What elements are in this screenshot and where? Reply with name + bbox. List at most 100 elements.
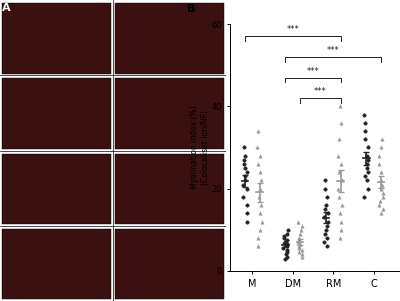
Point — [336, 211, 343, 216]
Point — [324, 219, 331, 224]
Point — [322, 203, 329, 207]
Point — [377, 178, 384, 183]
Point — [380, 207, 386, 212]
Point — [284, 242, 290, 247]
Point — [284, 248, 290, 253]
Point — [244, 219, 250, 224]
Point — [336, 137, 342, 142]
Point — [284, 227, 291, 232]
Point — [361, 194, 368, 199]
Point — [364, 166, 370, 170]
Point — [297, 231, 303, 236]
Point — [337, 236, 343, 240]
Point — [322, 207, 328, 212]
Point — [284, 231, 290, 236]
FancyBboxPatch shape — [115, 229, 224, 299]
Point — [322, 178, 328, 183]
Point — [322, 231, 328, 236]
Point — [284, 244, 290, 249]
Point — [258, 178, 264, 183]
Text: B: B — [188, 4, 196, 14]
Point — [255, 129, 262, 133]
Point — [296, 236, 303, 240]
Point — [338, 162, 344, 166]
Point — [296, 238, 302, 243]
Point — [321, 240, 327, 244]
Point — [242, 153, 248, 158]
Point — [336, 170, 342, 175]
Point — [376, 153, 382, 158]
Point — [361, 112, 368, 117]
Point — [284, 250, 290, 255]
Point — [256, 153, 263, 158]
Point — [282, 256, 288, 261]
Point — [377, 199, 384, 203]
Point — [283, 254, 290, 259]
Point — [324, 211, 331, 216]
Point — [365, 186, 372, 191]
Point — [294, 219, 301, 224]
Point — [242, 166, 249, 170]
Point — [244, 211, 250, 216]
Point — [338, 227, 344, 232]
Point — [254, 162, 261, 166]
Point — [299, 248, 306, 253]
Point — [338, 219, 344, 224]
Point — [362, 120, 368, 125]
Point — [376, 162, 383, 166]
Point — [321, 215, 327, 220]
FancyBboxPatch shape — [115, 3, 224, 74]
Point — [295, 240, 302, 244]
Text: ***: *** — [314, 87, 327, 96]
Point — [335, 153, 341, 158]
Point — [322, 186, 329, 191]
Point — [281, 234, 288, 238]
Point — [244, 186, 250, 191]
Point — [380, 194, 386, 199]
Point — [379, 182, 385, 187]
Point — [324, 194, 330, 199]
Text: ***: *** — [307, 67, 319, 76]
Point — [299, 223, 306, 228]
Point — [257, 186, 263, 191]
Point — [281, 236, 287, 240]
Point — [257, 227, 263, 232]
Point — [242, 174, 249, 179]
Point — [324, 236, 330, 240]
Point — [284, 238, 290, 243]
Point — [339, 178, 345, 183]
Point — [297, 242, 304, 247]
FancyBboxPatch shape — [2, 154, 111, 224]
Point — [378, 170, 384, 175]
Point — [240, 157, 247, 162]
Point — [336, 194, 342, 199]
Point — [364, 153, 370, 158]
Point — [241, 162, 248, 166]
Point — [376, 203, 382, 207]
Point — [362, 137, 368, 142]
Point — [240, 194, 246, 199]
Point — [378, 211, 385, 216]
Point — [324, 223, 330, 228]
Point — [255, 236, 261, 240]
Point — [378, 186, 384, 191]
Point — [324, 244, 330, 249]
Text: ***: *** — [286, 25, 299, 34]
FancyBboxPatch shape — [2, 3, 111, 74]
Point — [337, 104, 344, 109]
Point — [242, 178, 248, 183]
Point — [256, 194, 262, 199]
Point — [282, 240, 288, 244]
Point — [241, 145, 247, 150]
FancyBboxPatch shape — [2, 229, 111, 299]
Point — [257, 170, 264, 175]
Point — [299, 252, 305, 257]
Point — [380, 190, 386, 195]
Point — [240, 182, 246, 187]
Point — [365, 145, 372, 150]
Point — [244, 170, 250, 175]
Text: ***: *** — [327, 46, 340, 55]
Point — [365, 157, 371, 162]
Point — [363, 178, 370, 183]
Point — [365, 170, 371, 175]
